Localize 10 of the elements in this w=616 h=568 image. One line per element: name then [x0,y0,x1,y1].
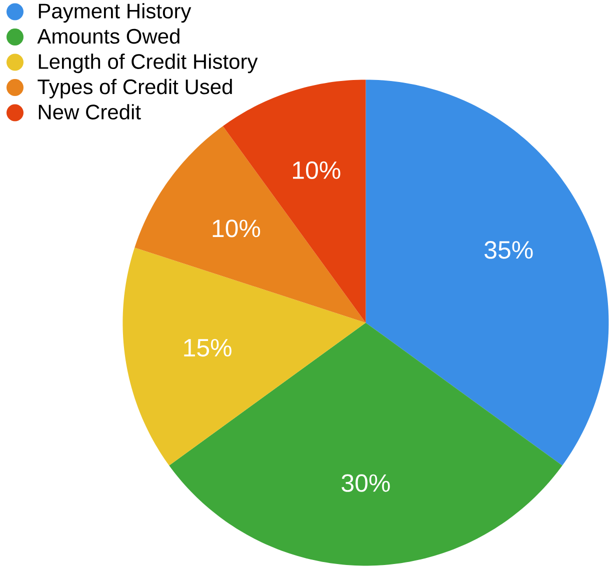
data-label: 10% [293,161,340,180]
data-label: 10% [212,220,260,238]
legend-label: Types of Credit Used [38,78,232,98]
legend-label: Amounts Owed [37,28,180,44]
data-label: 30% [342,474,390,492]
legend-label: Length of Credit History [38,54,258,74]
data-label: 15% [184,338,232,357]
data-label: 35% [484,241,533,259]
legend-label: Payment History [38,3,192,23]
legend-label: New Credit [38,104,141,120]
